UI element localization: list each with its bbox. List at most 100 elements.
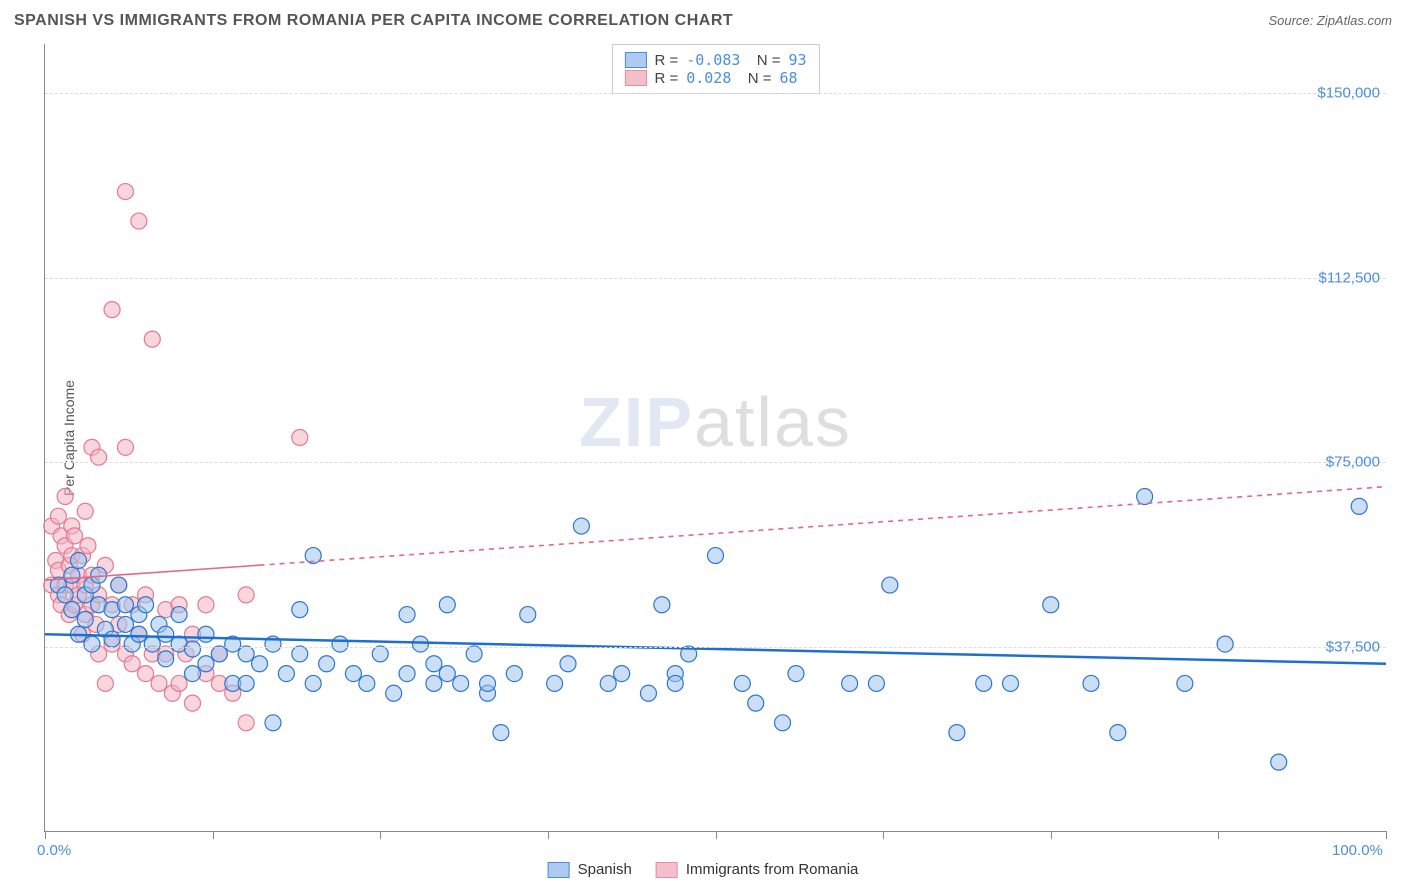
scatter-point xyxy=(238,675,254,691)
x-tick-mark xyxy=(1386,831,1387,839)
trend-line xyxy=(260,487,1386,566)
scatter-point xyxy=(265,715,281,731)
scatter-point xyxy=(171,607,187,623)
x-tick-label: 100.0% xyxy=(1332,842,1383,859)
scatter-point xyxy=(198,597,214,613)
scatter-point xyxy=(654,597,670,613)
x-tick-mark xyxy=(883,831,884,839)
y-tick-label: $150,000 xyxy=(1317,85,1380,102)
scatter-point xyxy=(185,695,201,711)
scatter-point xyxy=(292,646,308,662)
scatter-point xyxy=(386,685,402,701)
scatter-point xyxy=(77,503,93,519)
x-tick-mark xyxy=(45,831,46,839)
scatter-point xyxy=(1271,754,1287,770)
scatter-point xyxy=(124,656,140,672)
scatter-point xyxy=(520,607,536,623)
correlation-row-spanish: R = -0.083 N = 93 xyxy=(624,51,806,69)
scatter-point xyxy=(57,587,73,603)
r-value-spanish: -0.083 xyxy=(686,51,740,69)
scatter-point xyxy=(50,508,66,524)
scatter-point xyxy=(57,489,73,505)
gridline xyxy=(45,647,1386,648)
scatter-point xyxy=(104,302,120,318)
swatch-romania xyxy=(624,70,646,86)
scatter-point xyxy=(439,666,455,682)
scatter-point xyxy=(1083,675,1099,691)
scatter-point xyxy=(238,715,254,731)
scatter-point xyxy=(1217,636,1233,652)
scatter-point xyxy=(372,646,388,662)
scatter-point xyxy=(976,675,992,691)
n-value-romania: 68 xyxy=(779,69,797,87)
swatch-spanish xyxy=(548,862,570,878)
source-attribution: Source: ZipAtlas.com xyxy=(1268,13,1392,28)
x-tick-mark xyxy=(548,831,549,839)
scatter-point xyxy=(493,725,509,741)
correlation-legend: R = -0.083 N = 93 R = 0.028 N = 68 xyxy=(611,44,819,94)
scatter-point xyxy=(788,666,804,682)
scatter-point xyxy=(144,331,160,347)
scatter-point xyxy=(453,675,469,691)
swatch-spanish xyxy=(624,52,646,68)
n-label: N = xyxy=(739,70,771,87)
scatter-point xyxy=(1110,725,1126,741)
scatter-point xyxy=(111,577,127,593)
scatter-point xyxy=(734,675,750,691)
gridline xyxy=(45,278,1386,279)
swatch-romania xyxy=(656,862,678,878)
scatter-point xyxy=(1043,597,1059,613)
scatter-point xyxy=(1003,675,1019,691)
scatter-point xyxy=(77,611,93,627)
correlation-row-romania: R = 0.028 N = 68 xyxy=(624,69,806,87)
y-tick-label: $112,500 xyxy=(1319,269,1380,286)
scatter-point xyxy=(131,626,147,642)
scatter-point xyxy=(426,656,442,672)
scatter-svg xyxy=(45,44,1386,831)
scatter-point xyxy=(399,607,415,623)
x-tick-mark xyxy=(380,831,381,839)
scatter-point xyxy=(842,675,858,691)
scatter-point xyxy=(292,602,308,618)
scatter-point xyxy=(439,597,455,613)
scatter-point xyxy=(1177,675,1193,691)
scatter-point xyxy=(667,675,683,691)
x-tick-mark xyxy=(1218,831,1219,839)
scatter-point xyxy=(117,597,133,613)
scatter-point xyxy=(171,675,187,691)
series-legend: Spanish Immigrants from Romania xyxy=(548,861,859,878)
scatter-point xyxy=(158,651,174,667)
scatter-point xyxy=(882,577,898,593)
scatter-point xyxy=(412,636,428,652)
scatter-point xyxy=(238,587,254,603)
scatter-point xyxy=(426,675,442,691)
chart-title: SPANISH VS IMMIGRANTS FROM ROMANIA PER C… xyxy=(14,12,733,30)
n-value-spanish: 93 xyxy=(789,51,807,69)
x-tick-label: 0.0% xyxy=(37,842,71,859)
scatter-point xyxy=(80,538,96,554)
scatter-point xyxy=(97,675,113,691)
scatter-point xyxy=(949,725,965,741)
scatter-point xyxy=(359,675,375,691)
scatter-point xyxy=(67,528,83,544)
scatter-point xyxy=(138,666,154,682)
n-label: N = xyxy=(748,52,780,69)
scatter-point xyxy=(138,597,154,613)
scatter-point xyxy=(466,646,482,662)
scatter-point xyxy=(560,656,576,672)
legend-label-romania: Immigrants from Romania xyxy=(686,861,859,878)
scatter-point xyxy=(185,641,201,657)
scatter-point xyxy=(748,695,764,711)
x-tick-mark xyxy=(716,831,717,839)
r-value-romania: 0.028 xyxy=(686,69,731,87)
scatter-point xyxy=(117,616,133,632)
scatter-point xyxy=(319,656,335,672)
scatter-point xyxy=(506,666,522,682)
scatter-point xyxy=(84,636,100,652)
r-label: R = xyxy=(654,70,678,87)
scatter-point xyxy=(1351,498,1367,514)
scatter-point xyxy=(117,439,133,455)
scatter-point xyxy=(278,666,294,682)
scatter-point xyxy=(144,636,160,652)
scatter-point xyxy=(158,626,174,642)
